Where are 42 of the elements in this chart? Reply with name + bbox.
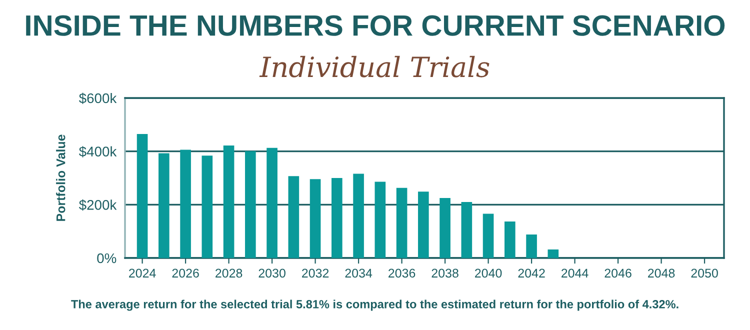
bar	[526, 234, 537, 258]
bar	[136, 134, 148, 258]
x-tick-label: 2028	[216, 268, 242, 278]
bar	[353, 174, 364, 258]
y-tick-label: 0%	[97, 253, 116, 264]
x-tick-label: 2026	[172, 268, 199, 278]
bar	[548, 249, 559, 258]
bar	[332, 178, 342, 258]
y-tick-label: $600k	[78, 92, 117, 104]
bar	[418, 192, 429, 258]
x-tick-label: 2046	[604, 268, 632, 278]
x-tick-label: 2024	[129, 268, 156, 278]
x-tick-label: 2030	[258, 268, 286, 278]
x-tick-label: 2036	[388, 268, 416, 278]
bar	[158, 153, 170, 258]
bar	[245, 151, 256, 258]
bar	[396, 188, 408, 258]
bar	[504, 221, 516, 258]
chart-subtitle: Individual Trials	[259, 56, 490, 78]
bar	[440, 198, 450, 258]
x-tick-label: 2042	[518, 268, 545, 278]
y-tick-label: $400k	[78, 146, 117, 158]
x-tick-label: 2038	[432, 268, 458, 278]
bar	[180, 150, 191, 258]
x-tick-label: 2050	[691, 268, 718, 278]
bar	[202, 156, 213, 258]
x-tick-label: 2044	[562, 268, 588, 278]
chart-title: INSIDE THE NUMBERS FOR CURRENT SCENARIO	[26, 15, 725, 36]
x-tick-label: 2040	[475, 268, 502, 278]
x-tick-label: 2032	[302, 268, 329, 278]
x-tick-label: 2034	[345, 268, 372, 278]
text: The average return for the selected trial 5.81% is compared to the estimated return for the portfolio of 4.32%.	[71, 300, 678, 311]
bar	[266, 148, 278, 258]
bar	[288, 176, 300, 258]
bar	[482, 214, 494, 258]
bar	[374, 182, 386, 258]
x-tick-label: 2048	[648, 268, 675, 278]
y-tick-label: $200k	[78, 199, 117, 211]
bar	[223, 145, 234, 258]
y-axis-title: Portfolio Value	[56, 134, 66, 221]
bar	[310, 179, 321, 258]
bar	[461, 202, 472, 258]
